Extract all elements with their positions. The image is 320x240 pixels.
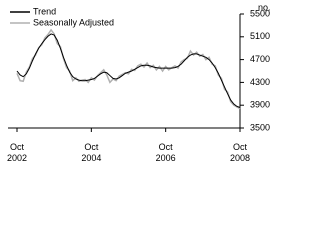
legend-label: Seasonally Adjusted <box>33 17 114 27</box>
legend-label: Trend <box>33 6 56 16</box>
y-tick-label: 3500 <box>250 122 270 132</box>
y-tick-label: 3900 <box>250 100 270 110</box>
y-axis-label: no. <box>258 2 271 12</box>
chart-container: no. 3500 3900 4300 4700 5100 5500 Trend Seasona… <box>6 2 271 163</box>
series-line <box>16 28 241 110</box>
x-tick-label: Oct 2006 <box>155 142 176 163</box>
y-tick-label: 5100 <box>250 31 270 41</box>
y-tick-label: 5500 <box>250 8 270 18</box>
chart: no. 3500 3900 4300 4700 5100 5500 TrendSeasona… <box>8 2 271 132</box>
series-line <box>16 33 241 108</box>
y-tick-label: 4300 <box>250 77 270 87</box>
x-tick-label: Oct 2008 <box>229 142 251 163</box>
x-tick-label: Oct 2002 <box>6 142 28 163</box>
y-tick-label: 4700 <box>250 54 270 64</box>
x-tick-label: Oct 2004 <box>81 142 102 163</box>
